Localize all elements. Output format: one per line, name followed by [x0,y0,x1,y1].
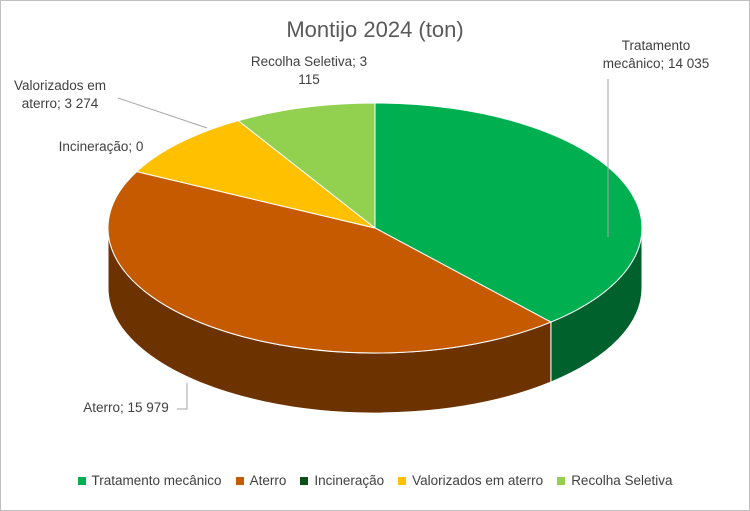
legend-swatch [235,476,244,485]
leader-line [117,97,208,129]
legend-label: Recolha Seletiva [571,473,673,488]
legend-item: Recolha Seletiva [557,473,673,488]
data-label: Valorizados em aterro; 3 274 [13,78,107,111]
legend-swatch [557,476,566,485]
data-label: Aterro; 15 979 [83,400,169,415]
slice [374,102,643,323]
legend-label: Aterro [249,473,287,488]
legend: Tratamento mecânico Aterro Incineração Valo… [1,473,749,488]
legend-swatch [300,476,309,485]
data-label: Incineração; 0 [58,139,144,154]
data-label: Tratamento mecânico; 14 035 [602,38,710,71]
legend-swatch [398,476,407,485]
legend-label: Tratamento mecânico [91,473,222,488]
slice [135,120,376,229]
legend-item: Tratamento mecânico [77,473,222,488]
legend-item: Aterro [235,473,287,488]
legend-label: Incineração [314,473,385,488]
legend-item: Valorizados em aterro [398,473,543,488]
leader-line [177,383,188,410]
legend-swatch [77,476,86,485]
legend-label: Valorizados em aterro [412,473,544,488]
slice [107,171,553,354]
slice [237,102,376,230]
data-label: Recolha Seletiva; 3 115 [250,54,368,87]
chart-title: Montijo 2024 (ton) [286,17,464,42]
legend-item: Incineração [300,473,384,488]
